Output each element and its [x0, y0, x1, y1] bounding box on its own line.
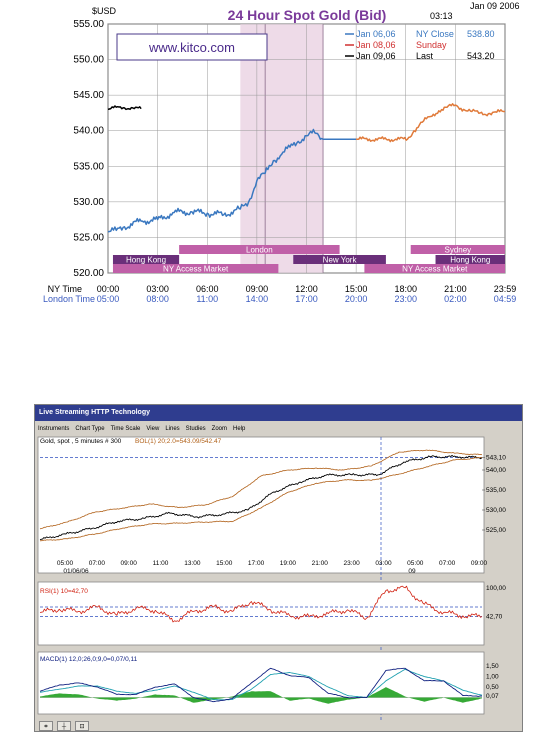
- ny-time-tick: 23:59: [494, 284, 517, 294]
- ny-time-tick: 03:00: [146, 284, 169, 294]
- menu-help[interactable]: Help: [233, 426, 246, 432]
- y-tick-label: 545.00: [73, 90, 104, 101]
- menu-time-scale[interactable]: Time Scale: [110, 426, 141, 432]
- date-label: Jan 09 2006: [470, 1, 520, 11]
- market-session-bar: [179, 245, 340, 254]
- market-session-bar: [293, 255, 386, 264]
- y-tick-label: 525.00: [73, 232, 104, 243]
- ny-time-tick: 21:00: [444, 284, 467, 294]
- ny-time-tick: 12:00: [295, 284, 318, 294]
- window-title: Live Streaming HTTP Technology: [35, 405, 522, 421]
- ny-time-tick: 15:00: [345, 284, 368, 294]
- london-time-tick: 14:00: [246, 294, 269, 304]
- watermark-box: [116, 33, 268, 61]
- streaming-chart-window: Live Streaming HTTP Technology Instrumen…: [34, 404, 523, 732]
- menu-instruments[interactable]: Instruments: [38, 426, 70, 432]
- legend-label: Last: [416, 51, 434, 61]
- price-series-line: [356, 103, 505, 143]
- ny-time-tick: 00:00: [97, 284, 120, 294]
- menu-view[interactable]: View: [146, 426, 160, 432]
- legend-label: Sunday: [416, 40, 447, 50]
- legend-date: Jan 06,06: [356, 29, 396, 39]
- currency-label: $USD: [92, 6, 117, 16]
- legend-label: NY Close: [416, 29, 454, 39]
- menu-lines[interactable]: Lines: [165, 426, 180, 432]
- y-tick-label: 540.00: [73, 126, 104, 137]
- london-time-tick: 20:00: [345, 294, 368, 304]
- zoom-tool-button[interactable]: ⊡: [75, 721, 89, 731]
- y-tick-label: 520.00: [73, 268, 104, 279]
- market-session-label: London: [246, 246, 273, 255]
- time-label: 03:13: [430, 11, 453, 21]
- london-time-tick: 02:00: [444, 294, 467, 304]
- ny-time-row-label: NY Time: [48, 284, 82, 294]
- menu-studies[interactable]: Studies: [185, 426, 206, 432]
- london-time-tick: 23:00: [394, 294, 417, 304]
- gold-spot-24h-chart: 520.00 525.00 530.00 535.00 540.00 545.00 550.…: [43, 1, 520, 304]
- menu-zoom[interactable]: Zoom: [211, 426, 228, 432]
- ny-time-tick: 18:00: [394, 284, 417, 294]
- market-session-bar: [112, 255, 180, 264]
- market-session-bar: [364, 264, 505, 273]
- ny-time-tick: 09:00: [246, 284, 269, 294]
- london-time-row-label: London Time: [43, 294, 95, 304]
- market-session-label: NY Access Market: [402, 265, 468, 274]
- market-session-label: Sydney: [445, 246, 472, 255]
- menu-bar: Instruments Chart Type Time Scale View Lines…: [35, 423, 522, 435]
- market-session-bar: [410, 245, 505, 254]
- crosshair-tool-button[interactable]: ┼: [57, 721, 71, 731]
- pointer-tool-button[interactable]: ⌗: [39, 721, 53, 731]
- legend-value: 538.80: [467, 29, 495, 39]
- london-time-tick: 05:00: [97, 294, 120, 304]
- market-session-label: Hong Kong: [450, 256, 490, 265]
- session-highlight: [240, 24, 324, 273]
- y-tick-label: 555.00: [73, 19, 104, 30]
- market-session-bar: [435, 255, 505, 264]
- london-time-tick: 17:00: [295, 294, 318, 304]
- market-session-label: Hong Kong: [126, 256, 166, 265]
- price-series-line: [107, 128, 324, 233]
- y-tick-label: 530.00: [73, 197, 104, 208]
- y-tick-label: 535.00: [73, 161, 104, 172]
- market-session-bar: [112, 264, 279, 273]
- london-time-tick: 08:00: [146, 294, 169, 304]
- london-time-tick: 04:59: [494, 294, 517, 304]
- price-series-line: [107, 105, 142, 111]
- legend-value: 543.20: [467, 51, 495, 61]
- y-tick-label: 550.00: [73, 55, 104, 66]
- legend-date: Jan 09,06: [356, 51, 396, 61]
- watermark: www.kitco.com: [148, 40, 235, 55]
- ny-time-tick: 06:00: [196, 284, 219, 294]
- london-time-tick: 11:00: [196, 294, 218, 304]
- legend-date: Jan 08,06: [356, 40, 396, 50]
- market-session-label: NY Access Market: [163, 265, 229, 274]
- chart-title: 24 Hour Spot Gold (Bid): [228, 7, 387, 23]
- market-session-label: New York: [323, 256, 358, 265]
- menu-chart-type[interactable]: Chart Type: [75, 426, 105, 432]
